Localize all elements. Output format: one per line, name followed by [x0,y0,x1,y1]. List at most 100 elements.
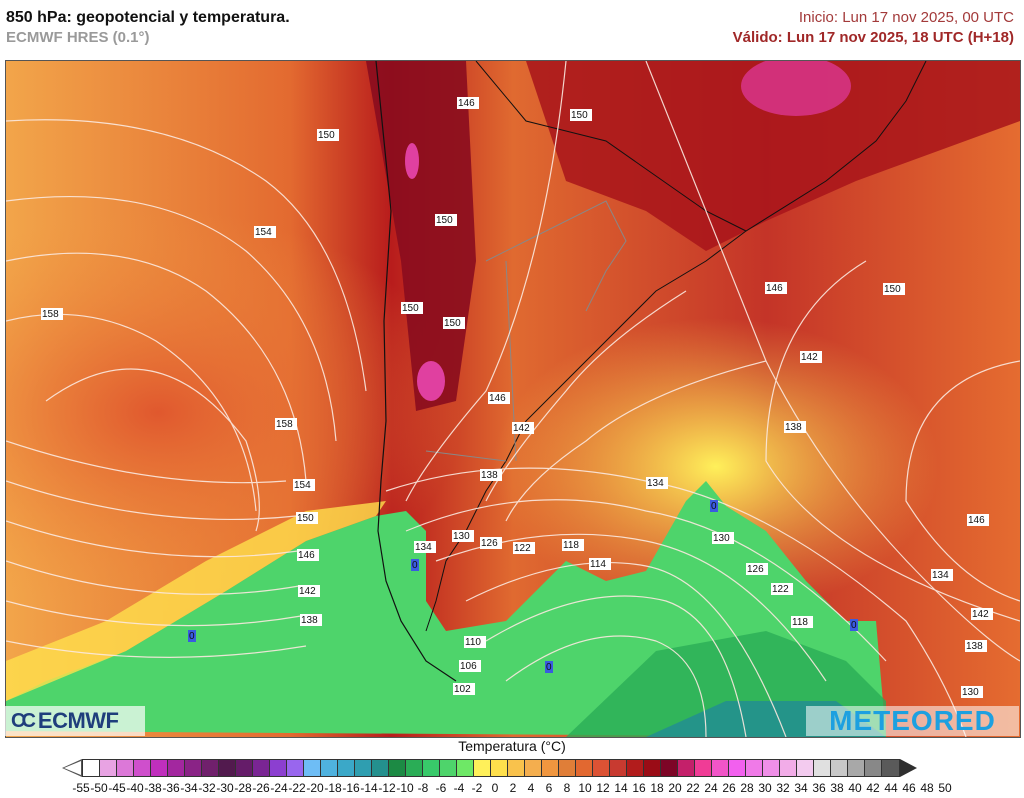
geopotential-label: 154 [294,480,311,491]
colorbar-cell [287,760,304,776]
colorbar-cell [814,760,831,776]
colorbar-tick: 50 [938,781,952,795]
colorbar-tick: 20 [668,781,682,795]
geopotential-label: 106 [460,661,477,672]
colorbar-tick: 44 [884,781,898,795]
colorbar-tick: 26 [722,781,736,795]
colorbar-cell [797,760,814,776]
model-name: ECMWF HRES (0.1°) [6,29,150,46]
colorbar-cell [593,760,610,776]
colorbar-cell [202,760,219,776]
colorbar-tick: -30 [216,781,234,795]
geopotential-label: 154 [255,227,272,238]
contour-labels: 150 154 158 146 150 150 150 150 146 146 150 142 138 1… [41,97,993,698]
colorbar-tick: 32 [776,781,790,795]
geopotential-label: 142 [513,423,530,434]
colorbar-tick: 34 [794,781,808,795]
header-right: Inicio: Lun 17 nov 2025, 00 UTC Válido: … [733,8,1014,48]
geopotential-label: 110 [465,637,481,648]
colorbar-tick: -12 [378,781,396,795]
geopotential-label: 158 [276,419,293,430]
geopotential-label: 122 [514,543,531,554]
colorbar-cell [440,760,457,776]
colorbar-tick: -28 [234,781,252,795]
colorbar-cell [151,760,168,776]
colorbar-cell [219,760,236,776]
colorbar-tick: 8 [563,781,571,795]
geopotential-label: 150 [884,284,901,295]
colorbar-cell [576,760,593,776]
colorbar-cell [831,760,848,776]
colorbar-tick: -24 [270,781,288,795]
colorbar-cell [355,760,372,776]
colorbar [62,759,917,777]
map-canvas: 150 154 158 146 150 150 150 150 146 146 150 142 138 1… [6,61,1020,737]
colorbar-cell [100,760,117,776]
colorbar-tick: 16 [632,781,646,795]
colorbar-tick: -10 [396,781,414,795]
weather-map[interactable]: 150 154 158 146 150 150 150 150 146 146 150 142 138 1… [5,60,1021,738]
colorbar-cell [389,760,406,776]
colorbar-tick: 18 [650,781,664,795]
colorbar-tick: 24 [704,781,718,795]
colorbar-tick: 28 [740,781,754,795]
geopotential-label: 138 [481,470,498,481]
colorbar-tick: 42 [866,781,880,795]
colorbar-cell [338,760,355,776]
colorbar-tick: -36 [162,781,180,795]
colorbar-tick: -26 [252,781,270,795]
colorbar-cells [82,759,900,777]
colorbar-tick: -6 [435,781,447,795]
colorbar-tick: 6 [545,781,553,795]
colorbar-tick: 46 [902,781,916,795]
colorbar-tick: -50 [90,781,108,795]
colorbar-tick: 0 [491,781,499,795]
colorbar-title: Temperatura (°C) [458,738,566,754]
colorbar-cell [610,760,627,776]
geopotential-label: 150 [571,110,588,121]
colorbar-cell [491,760,508,776]
geopotential-label: 146 [489,393,506,404]
colorbar-cell [644,760,661,776]
geopotential-label: 118 [792,617,808,628]
colorbar-tick: -32 [198,781,216,795]
colorbar-tick: -20 [306,781,324,795]
colorbar-cell [882,760,899,776]
geopotential-label: 146 [458,98,475,109]
colorbar-cell [423,760,440,776]
colorbar-tick: 22 [686,781,700,795]
colorbar-tick: 10 [578,781,592,795]
geopotential-label: 150 [436,215,453,226]
geopotential-label: 142 [801,352,818,363]
geopotential-label: 146 [298,550,315,561]
geopotential-label: 150 [297,513,314,524]
zero-isotherm-label: 0 [189,631,195,642]
colorbar-over-arrow-icon [900,759,917,777]
colorbar-tick: -18 [324,781,342,795]
geopotential-label: 126 [481,538,498,549]
geopotential-label: 146 [968,515,985,526]
colorbar-tick: 36 [812,781,826,795]
colorbar-cell [763,760,780,776]
colorbar-cell [253,760,270,776]
colorbar-tick: 40 [848,781,862,795]
geopotential-label: 130 [962,687,979,698]
colorbar-cell [542,760,559,776]
geopotential-label: 102 [454,684,471,695]
colorbar-cell [559,760,576,776]
colorbar-tick: -38 [144,781,162,795]
colorbar-cell [117,760,134,776]
colorbar-under-arrow-icon [62,759,82,777]
valid-time: Válido: Lun 17 nov 2025, 18 UTC (H+18) [732,29,1014,46]
geopotential-label: 134 [415,542,432,553]
colorbar-cell [508,760,525,776]
geopotential-label: 138 [301,615,318,626]
colorbar-tick: 14 [614,781,628,795]
zero-isotherm-label: 0 [412,560,418,571]
zero-isotherm-label: 0 [546,662,552,673]
colorbar-cell [134,760,151,776]
geopotential-label: 114 [590,559,606,570]
colorbar-cell [457,760,474,776]
colorbar-cell [236,760,253,776]
colorbar-cell [304,760,321,776]
